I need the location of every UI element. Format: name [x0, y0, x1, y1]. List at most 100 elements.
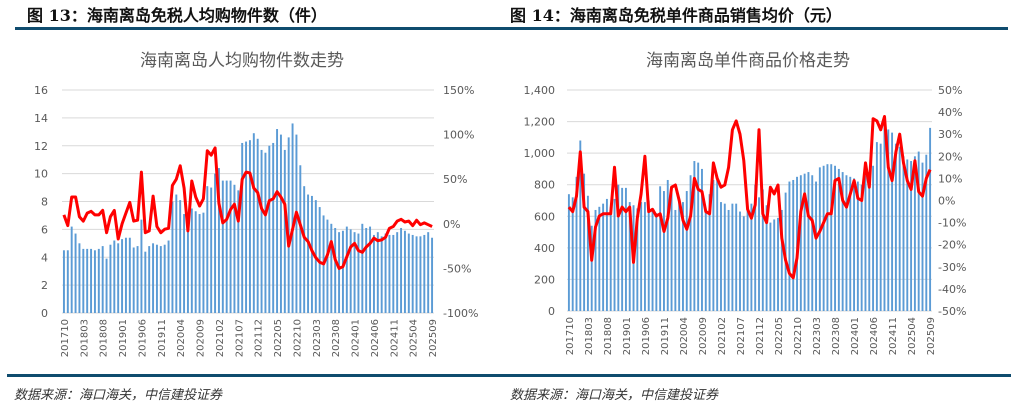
x-tick-label: 202102: [717, 317, 728, 355]
bar: [761, 189, 764, 311]
bar: [860, 184, 863, 311]
chart-avg-price-per-item: 海南离岛单件商品价格走势 0 200 400 600 800 1,000 1,200 1,40…: [524, 51, 967, 355]
bar: [365, 227, 368, 313]
x-tick-label: 202411: [888, 317, 899, 355]
bar: [295, 134, 298, 313]
x-tick-label: 202112: [254, 319, 265, 357]
bar: [113, 240, 116, 313]
x-tick-label: 202406: [370, 319, 381, 357]
bar: [167, 240, 170, 313]
bar: [754, 184, 757, 311]
bar: [663, 191, 665, 311]
bar: [345, 226, 348, 313]
bar: [777, 217, 779, 311]
bar: [875, 142, 878, 311]
x-tick-label: 201911: [157, 319, 168, 357]
x-tick-label: 201803: [79, 319, 90, 357]
bar: [887, 129, 890, 311]
bar: [268, 145, 271, 313]
line-series: [567, 115, 932, 280]
bar: [651, 208, 654, 311]
bar: [647, 200, 650, 311]
x-tick-label: 202401: [850, 317, 861, 355]
bar: [411, 234, 414, 313]
bar: [902, 156, 905, 311]
y-right-tick-label: 0%: [938, 195, 955, 208]
bar: [90, 248, 93, 313]
bar: [883, 118, 886, 312]
bar: [727, 209, 730, 311]
bar: [769, 222, 772, 311]
x-tick-label: 202102: [215, 319, 226, 357]
bar: [194, 211, 197, 313]
x-tick-label: 201901: [622, 317, 633, 355]
bar: [419, 236, 422, 313]
bar: [291, 123, 294, 313]
x-tick-label: 202009: [196, 319, 207, 357]
y-left-tick-label: 1,400: [524, 84, 556, 97]
bar: [70, 226, 73, 313]
bar: [272, 142, 275, 313]
x-tick-label: 201710: [565, 317, 576, 355]
bar: [392, 234, 395, 313]
bar: [276, 129, 279, 313]
bar: [697, 162, 700, 311]
bar: [849, 176, 852, 311]
y-left-tick-label: 6: [41, 223, 48, 236]
bar: [830, 164, 833, 311]
bar: [674, 209, 677, 311]
bar: [640, 202, 643, 311]
y-axis-left: 0 2 4 6 8 10 12 14 16: [34, 84, 48, 320]
bar: [853, 178, 856, 311]
bar: [97, 248, 100, 313]
bar: [155, 244, 158, 313]
bar: [872, 165, 875, 311]
y-left-tick-label: 14: [34, 112, 48, 125]
footer-rule: [7, 374, 1011, 377]
bar: [279, 134, 282, 313]
x-tick-label: 202107: [736, 317, 747, 355]
bar: [105, 258, 108, 313]
bar: [132, 247, 135, 313]
y-left-tick-label: 12: [34, 140, 48, 153]
chart-items-per-shopper: 海南离岛人均购物件数走势 0 2 4 6 8 10 12 14 16 -100% -50% 0% 50…: [34, 51, 478, 357]
bar: [598, 206, 601, 311]
bar: [423, 234, 426, 313]
y-right-tick-label: 100%: [443, 129, 474, 142]
bar: [260, 149, 263, 313]
bar: [655, 213, 658, 311]
x-tick-label: 202303: [812, 317, 823, 355]
bar: [62, 250, 65, 313]
bar: [431, 237, 434, 313]
y-right-tick-label: -100%: [443, 307, 478, 320]
yoy-line: [62, 146, 433, 270]
x-axis: 201710 201803 201808 201901 201906 201911 2020…: [60, 319, 439, 357]
bar: [128, 237, 131, 313]
bar: [179, 200, 182, 313]
bar: [758, 197, 760, 311]
bar: [659, 186, 662, 311]
bar: [575, 176, 578, 311]
bar: [330, 223, 333, 313]
bar: [117, 243, 120, 313]
x-tick-label: 202112: [755, 317, 766, 355]
bar: [241, 142, 244, 313]
bar: [229, 180, 232, 313]
bar: [159, 246, 162, 313]
bar: [613, 198, 616, 311]
bar-series: [62, 123, 434, 313]
bar: [929, 127, 932, 311]
bar: [353, 232, 356, 313]
y-left-tick-label: 400: [534, 242, 555, 255]
figure-13-title: 图 13：海南离岛免税人均购物件数（件）: [27, 6, 327, 25]
bar: [735, 203, 738, 311]
bar: [689, 175, 692, 311]
x-tick-label: 202205: [774, 317, 785, 355]
y-left-tick-label: 1,000: [524, 147, 556, 160]
bar-series: [567, 118, 932, 312]
y-right-tick-label: 50%: [938, 84, 962, 97]
bar: [121, 239, 124, 313]
bar: [624, 187, 627, 311]
bar: [163, 244, 166, 313]
bar: [264, 152, 267, 313]
